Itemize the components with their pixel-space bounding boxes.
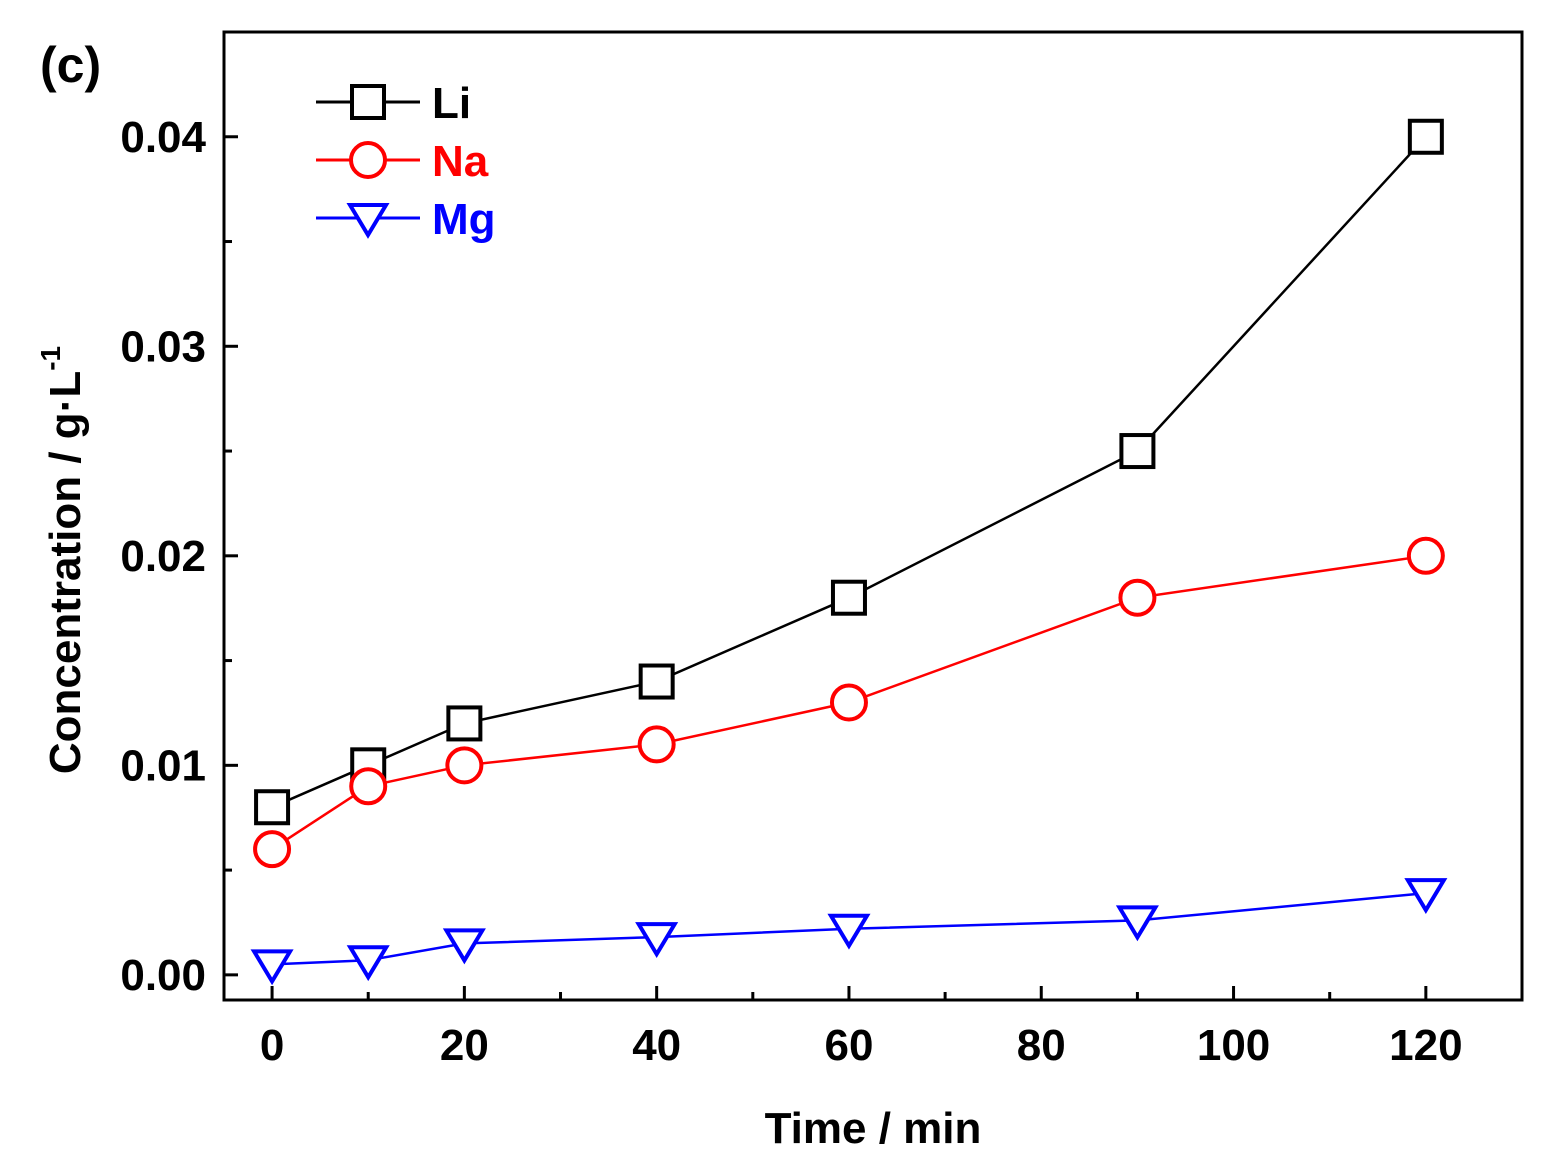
x-tick-label: 40 [632,1021,681,1070]
data-point-mg [1404,878,1448,915]
data-point-li [1407,118,1444,155]
plot-frame [222,30,1524,1002]
y-axis-label-exponent: -1 [35,346,66,371]
data-point-mg [346,945,390,982]
legend-label-li: Li [432,79,471,128]
y-tick-label: 0.00 [120,951,206,1000]
series-mg [250,878,1448,986]
data-point-mg [635,922,679,959]
data-point-li [638,663,675,700]
y-axis-label: Concentration / g·L-1 [35,346,90,774]
data-point-mg [250,949,294,986]
x-axis: 0 20 40 60 80 100 120 [260,986,1463,1070]
y-tick-label: 0.04 [120,113,206,162]
y-tick-label: 0.01 [120,741,206,790]
x-tick-label: 20 [440,1021,489,1070]
x-axis-label: Time / min [765,1104,982,1153]
series-layer [250,118,1448,986]
data-point-na [445,746,484,785]
series-li [254,118,1444,826]
x-tick-label: 80 [1017,1021,1066,1070]
panel-label: (c) [40,37,101,93]
data-point-na [253,830,292,869]
data-point-mg [442,928,486,965]
data-point-mg [1115,905,1159,942]
legend-item-na: Na [316,137,489,186]
legend-marker-mg [346,203,390,239]
data-point-mg [827,913,871,950]
data-point-li [254,789,291,826]
y-tick-label: 0.02 [120,532,206,581]
legend: Li Na Mg [316,79,496,244]
legend-item-li: Li [316,79,471,128]
y-axis: 0.00 0.01 0.02 0.03 0.04 [120,113,238,1000]
data-point-na [349,767,388,806]
data-point-na [1118,578,1157,617]
legend-label-mg: Mg [432,195,496,244]
x-tick-label: 120 [1389,1021,1462,1070]
x-tick-label: 100 [1197,1021,1270,1070]
data-point-li [446,705,483,742]
data-point-na [829,683,868,722]
legend-item-mg: Mg [316,195,496,244]
series-na [253,536,1445,869]
x-tick-label: 60 [824,1021,873,1070]
legend-label-na: Na [432,137,489,186]
x-tick-label: 0 [260,1021,284,1070]
data-point-li [830,579,867,616]
data-point-na [1406,536,1445,575]
legend-marker-li [350,84,386,120]
y-axis-label-main: Concentration / g·L [41,371,90,774]
data-point-li [1119,433,1156,470]
legend-marker-na [349,141,387,179]
data-point-na [637,725,676,764]
y-tick-label: 0.03 [120,322,206,371]
